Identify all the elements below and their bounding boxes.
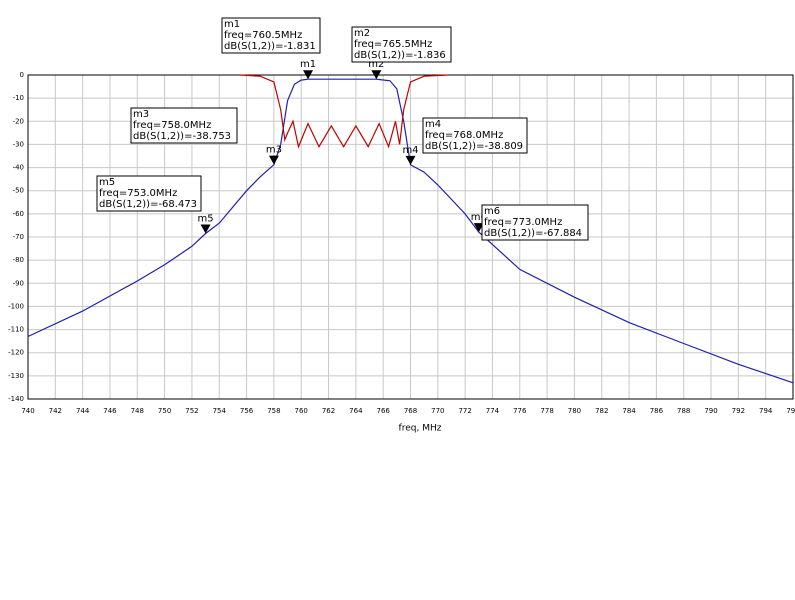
marker-box-line: dB(S(1,2))=-67.884 [484,228,582,239]
y-tick-label: -20 [13,117,24,125]
marker-box [481,204,589,241]
marker-box-line: dB(S(1,2))=-38.809 [425,141,523,152]
marker-box-line: dB(S(1,2))=-38.753 [133,131,231,142]
x-tick-label: 762 [322,407,335,415]
marker-label: m3 [266,145,282,156]
x-tick-label: 748 [131,407,144,415]
x-tick-label: 754 [213,407,227,415]
y-tick-label: -70 [13,233,24,241]
x-tick-label: 752 [185,407,198,415]
x-tick-label: 776 [513,407,527,415]
x-tick-label: 742 [49,407,62,415]
series-line [27,78,794,384]
marker-box-name: m1 [224,19,240,30]
marker-triangle [303,70,314,80]
x-tick-label: 774 [486,407,500,415]
marker-label: m6 [471,212,487,223]
y-tick-label: -100 [8,302,24,310]
x-tick-label: 746 [103,407,117,415]
y-tick-label: 0 [20,71,24,79]
x-tick-label: 764 [349,407,363,415]
marker-box-line: freq=753.0MHz [99,188,177,199]
x-axis-label: freq, MHz [399,424,442,434]
y-tick-label: -30 [13,140,24,148]
marker-box-line: freq=765.5MHz [354,39,432,50]
marker-box [221,17,321,54]
x-tick-label: 766 [376,407,390,415]
x-tick-label: 768 [404,407,417,415]
x-tick-label: 758 [267,407,280,415]
marker-label: m5 [198,213,214,224]
y-tick-label: -140 [8,395,24,403]
marker-box [130,107,238,144]
marker-box-line: freq=773.0MHz [484,217,562,228]
x-tick-label: 794 [759,407,773,415]
x-tick-label: 796 [786,407,795,415]
marker-box-line: freq=760.5MHz [224,30,302,41]
marker-triangle [405,155,416,165]
y-tick-label: -120 [8,349,24,357]
marker-label: m1 [300,59,316,70]
y-tick-label: -40 [13,164,24,172]
marker-box [422,117,528,154]
x-tick-label: 792 [732,407,745,415]
marker-box-line: dB(S(1,2))=-1.836 [354,50,446,61]
y-tick-label: -90 [13,279,24,287]
y-tick-label: -60 [13,210,24,218]
marker-box [351,26,452,63]
x-tick-label: 772 [458,407,471,415]
marker-box-name: m4 [425,119,441,130]
y-tick-label: -130 [8,372,24,380]
plot-frame [27,74,794,400]
x-tick-label: 750 [158,407,171,415]
x-tick-label: 790 [704,407,717,415]
y-tick-label: -10 [13,94,24,102]
x-tick-label: 788 [677,407,690,415]
marker-box [96,175,202,212]
x-tick-label: 760 [295,407,308,415]
x-tick-label: 744 [76,407,90,415]
marker-box-line: dB(S(1,2))=-1.831 [224,41,316,52]
marker-box-name: m2 [354,28,370,39]
marker-box-line: freq=768.0MHz [425,130,503,141]
x-tick-label: 756 [240,407,254,415]
x-tick-label: 786 [650,407,664,415]
series-line [239,74,449,149]
marker-triangle [371,70,382,80]
x-tick-label: 740 [21,407,34,415]
y-tick-label: -50 [13,187,24,195]
marker-box-line: freq=758.0MHz [133,120,211,131]
marker-label: m2 [368,59,384,70]
x-tick-label: 780 [568,407,581,415]
marker-box-line: dB(S(1,2))=-68.473 [99,199,197,210]
x-tick-label: 770 [431,407,444,415]
marker-box-name: m5 [99,177,115,188]
x-tick-label: 784 [622,407,636,415]
y-tick-label: -80 [13,256,24,264]
marker-triangle [268,155,279,165]
x-tick-label: 782 [595,407,608,415]
marker-box-name: m3 [133,109,149,120]
marker-box-name: m6 [484,206,500,217]
marker-triangle [473,223,484,233]
y-tick-label: -110 [8,326,24,334]
marker-label: m4 [402,145,418,156]
x-tick-label: 778 [540,407,553,415]
marker-triangle [200,224,211,234]
